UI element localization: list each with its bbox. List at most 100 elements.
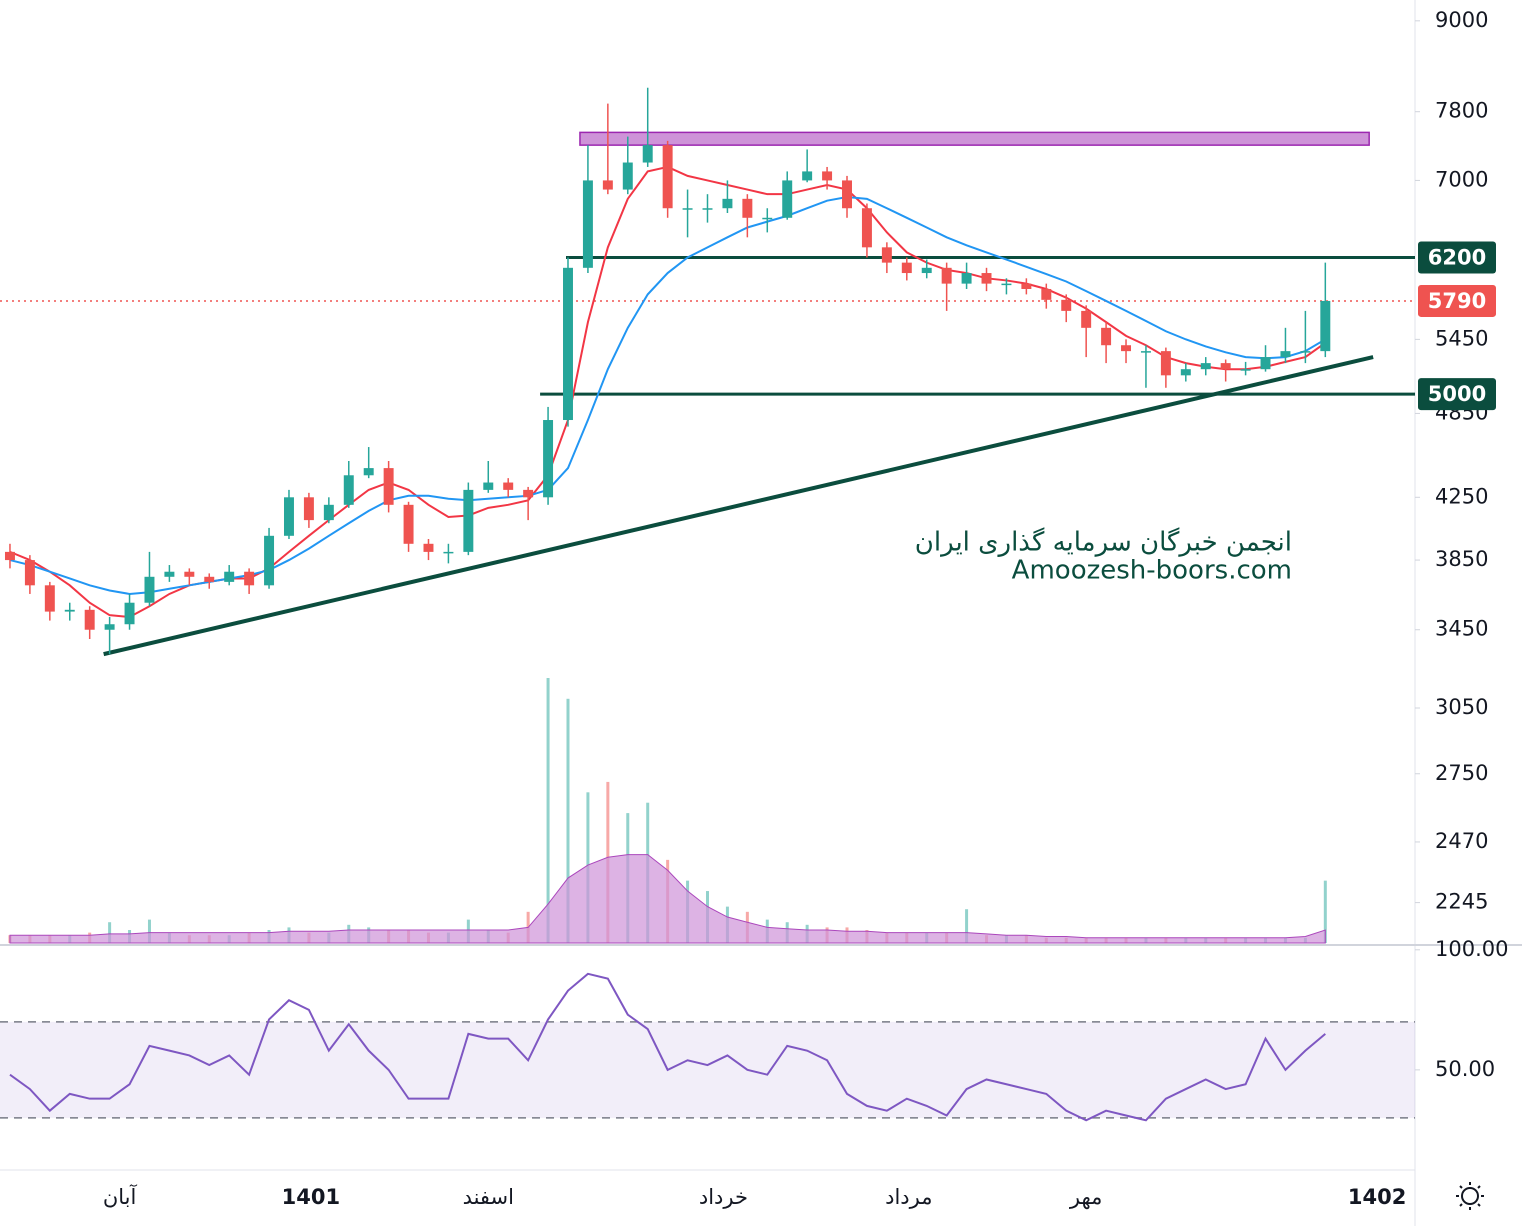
volume-bar xyxy=(1323,880,1327,943)
rsi-band xyxy=(0,1021,1415,1118)
volume-bar xyxy=(965,909,969,943)
candle-body xyxy=(244,571,255,586)
rsi-tick-label: 50.00 xyxy=(1435,1057,1495,1081)
candle-body xyxy=(283,497,294,536)
candle-body xyxy=(961,273,972,284)
candle-body xyxy=(1220,363,1231,370)
watermark: Amoozesh-boors.com xyxy=(1012,556,1292,586)
candle-body xyxy=(323,504,334,521)
candle-body xyxy=(204,576,215,582)
candle-body xyxy=(1041,288,1052,300)
candle-body xyxy=(1180,369,1191,376)
y-tick-label: 3450 xyxy=(1435,617,1488,641)
settings-icon[interactable] xyxy=(1456,1182,1484,1210)
candle-body xyxy=(1320,300,1331,352)
x-tick-label: 1402 xyxy=(1348,1185,1406,1209)
volume-bar xyxy=(566,698,570,943)
candle-body xyxy=(662,145,673,209)
candle-body xyxy=(503,482,514,490)
y-tick-label: 3850 xyxy=(1435,547,1488,571)
x-tick-label: مهر xyxy=(1069,1185,1103,1209)
candle-body xyxy=(24,560,35,586)
volume-bar xyxy=(546,678,550,943)
candle-body xyxy=(303,497,314,521)
candle-body xyxy=(702,208,713,210)
candle-body xyxy=(523,489,534,498)
candle-body xyxy=(1021,283,1032,289)
candle-body xyxy=(144,576,155,603)
candle-body xyxy=(224,571,235,582)
level-label: 5000 xyxy=(1428,382,1486,406)
candle-body xyxy=(1140,351,1151,353)
candle-body xyxy=(84,609,95,630)
candle-body xyxy=(682,208,693,210)
volume-ma-area xyxy=(9,854,1326,944)
volume-bar xyxy=(147,919,151,943)
candle-body xyxy=(1160,351,1171,376)
candle-body xyxy=(483,482,494,490)
candle-body xyxy=(1300,351,1311,353)
candle-body xyxy=(184,571,195,577)
candle-body xyxy=(1061,299,1072,311)
last-price-label: 5790 xyxy=(1428,289,1486,313)
candle-body xyxy=(164,571,175,577)
candle-body xyxy=(463,489,474,552)
x-tick-label: مرداد xyxy=(885,1185,932,1209)
x-tick-label: اسفند xyxy=(463,1185,514,1209)
candle-body xyxy=(104,624,115,630)
watermark: انجمن خبرگان سرمایه گذاری ایران xyxy=(915,527,1292,558)
icon-rays xyxy=(1456,1182,1484,1210)
candle-body xyxy=(1280,351,1291,358)
y-tick-label: 9000 xyxy=(1435,8,1488,32)
candle-body xyxy=(363,468,374,476)
candle-body xyxy=(822,171,833,181)
x-tick-label: خرداد xyxy=(699,1185,748,1209)
candle-body xyxy=(802,171,813,181)
candle-body xyxy=(1001,283,1012,286)
level-box xyxy=(1418,378,1496,411)
x-tick-label: آبان xyxy=(103,1184,138,1209)
y-tick-label: 2750 xyxy=(1435,761,1488,785)
candle-body xyxy=(901,262,912,274)
icon-circle xyxy=(1461,1187,1479,1205)
y-tick-label: 7000 xyxy=(1435,167,1488,191)
candle-body xyxy=(981,273,992,284)
candle-body xyxy=(383,468,394,505)
candle-body xyxy=(1200,363,1211,370)
candle-body xyxy=(642,145,653,163)
candle-body xyxy=(64,609,75,612)
candle-body xyxy=(4,551,15,561)
candle-body xyxy=(1101,327,1112,346)
candle-body xyxy=(881,247,892,263)
candle-body xyxy=(423,543,434,552)
y-tick-label: 2245 xyxy=(1435,890,1488,914)
candle-body xyxy=(543,420,554,498)
candle-body xyxy=(443,551,454,554)
candle-body xyxy=(762,217,773,220)
x-tick-label: 1401 xyxy=(282,1185,340,1209)
y-tick-label: 3050 xyxy=(1435,695,1488,719)
rsi-line xyxy=(9,972,1326,1122)
y-tick-label: 4250 xyxy=(1435,484,1488,508)
trendline xyxy=(103,355,1374,657)
candle-body xyxy=(1121,345,1132,352)
last-price-box xyxy=(1418,284,1496,317)
candle-body xyxy=(622,162,633,190)
candle-body xyxy=(124,602,135,625)
candle-body xyxy=(782,180,793,218)
candle-body xyxy=(1240,369,1251,371)
y-tick-label: 7800 xyxy=(1435,99,1488,123)
candle-body xyxy=(941,267,952,284)
level-box xyxy=(1418,241,1496,274)
y-tick-label: 2470 xyxy=(1435,829,1488,853)
candle-body xyxy=(403,504,414,544)
candle-body xyxy=(582,180,593,268)
y-tick-label: 5450 xyxy=(1435,326,1488,350)
candle-body xyxy=(602,180,613,190)
candle-body xyxy=(44,585,55,612)
candle-body xyxy=(921,267,932,274)
volume-bar xyxy=(108,922,112,943)
candle-body xyxy=(264,535,275,586)
candle-body xyxy=(343,475,354,505)
